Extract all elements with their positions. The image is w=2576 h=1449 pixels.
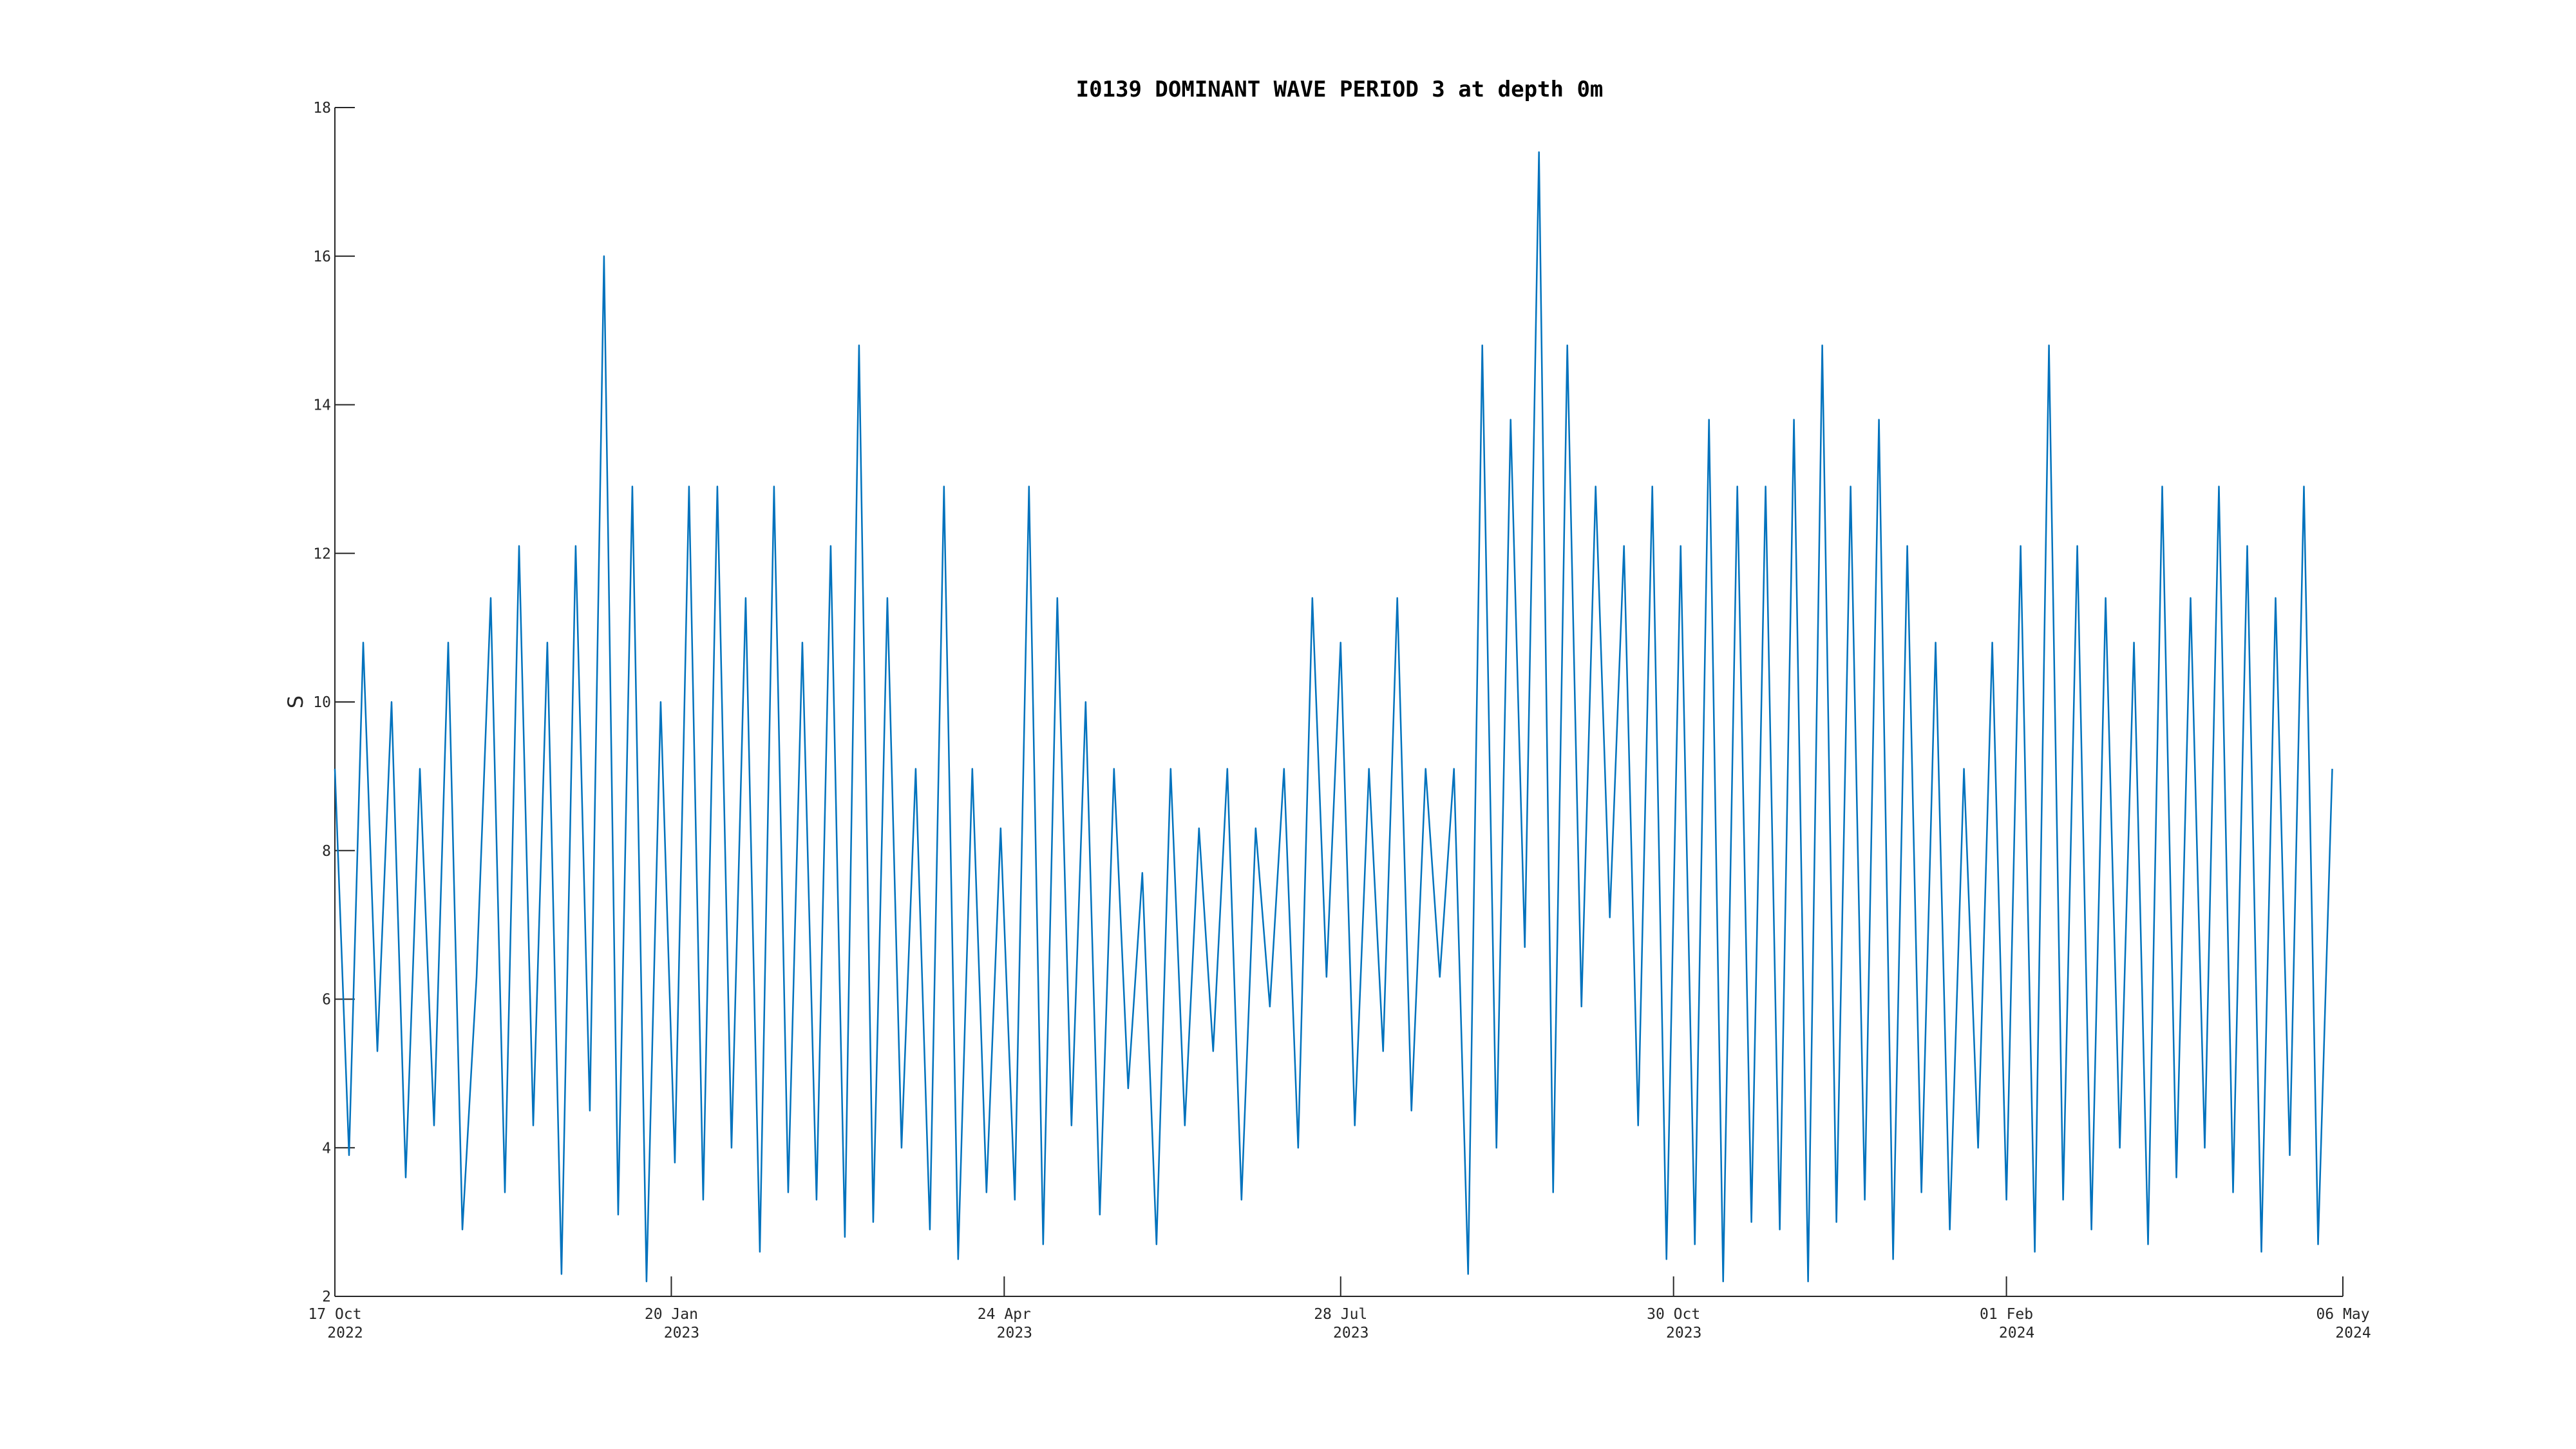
x-tick-label: 24 Apr: [978, 1306, 1031, 1323]
data-line: [334, 151, 2333, 1283]
y-tick-label: 14: [313, 397, 331, 414]
y-tick-label: 18: [313, 100, 331, 117]
x-tick-label: 2022: [327, 1325, 363, 1341]
y-tick-label: 6: [322, 992, 331, 1009]
x-tick-label: 2023: [664, 1325, 699, 1341]
y-tick-label: 4: [322, 1140, 331, 1157]
x-tick-label: 20 Jan: [645, 1306, 698, 1323]
y-axis-label: S: [283, 696, 308, 708]
x-tick-label: 2023: [1666, 1325, 1701, 1341]
y-tick-label: 12: [313, 545, 331, 562]
chart-title: I0139 DOMINANT WAVE PERIOD 3 at depth 0m: [1076, 77, 1604, 102]
y-tick-label: 16: [313, 249, 331, 265]
x-tick-label: 01 Feb: [1980, 1306, 2033, 1323]
x-tick-label: 2024: [1999, 1325, 2034, 1341]
x-tick-label: 06 May: [2316, 1306, 2369, 1323]
x-tick-label: 2023: [1333, 1325, 1368, 1341]
y-tick-label: 2: [322, 1289, 331, 1305]
y-tick-label: 8: [322, 843, 331, 860]
x-tick-label: 2024: [2335, 1325, 2371, 1341]
x-tick-label: 17 Oct: [308, 1306, 361, 1323]
y-tick-label: 10: [313, 694, 331, 711]
x-tick-label: 28 Jul: [1314, 1306, 1367, 1323]
x-tick-label: 2023: [997, 1325, 1032, 1341]
x-tick-label: 30 Oct: [1647, 1306, 1700, 1323]
